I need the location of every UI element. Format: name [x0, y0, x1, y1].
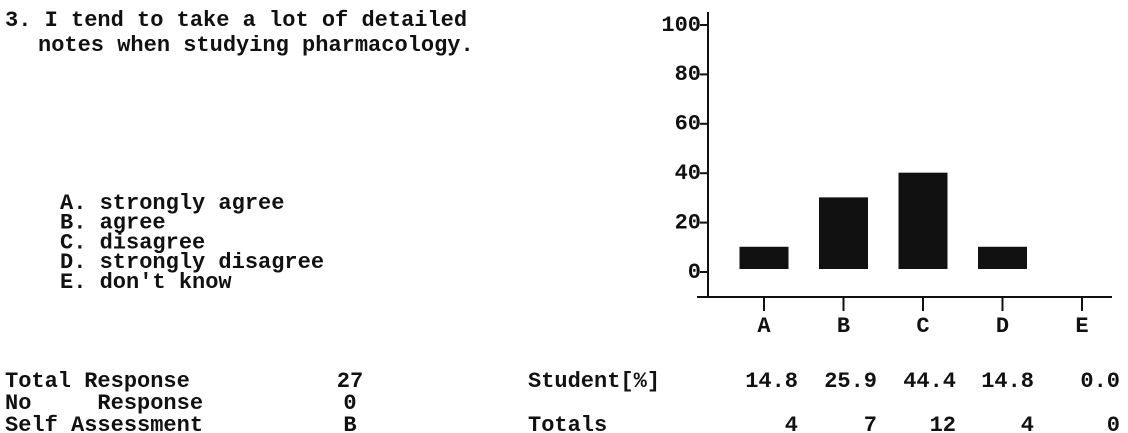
stat-value: 0 [343, 391, 356, 416]
stat-value: B [343, 413, 356, 433]
stat-label: Total Response [5, 369, 190, 394]
row-label: Totals [528, 413, 607, 433]
cell: 44.4 [903, 369, 956, 394]
cell: 4 [785, 413, 798, 433]
y-tick-label: 80 [675, 62, 701, 87]
bar [739, 246, 789, 270]
y-tick-label: 60 [675, 112, 701, 137]
question-line: 3. I tend to take a lot of detailed [5, 8, 467, 33]
option: B. agree [60, 211, 166, 236]
bar [898, 172, 948, 270]
cell: 0 [1107, 413, 1120, 433]
option: A. strongly agree [60, 191, 284, 216]
y-tick-label: 40 [675, 161, 701, 186]
bar [819, 197, 868, 270]
row-label: Student[%] [528, 369, 660, 394]
cell: 7 [864, 413, 877, 433]
stat-label: Self Assessment [5, 413, 203, 433]
option: E. don't know [60, 270, 232, 295]
question-line: notes when studying pharmacology. [38, 33, 474, 58]
option: D. strongly disagree [60, 250, 324, 275]
cell: 4 [1021, 413, 1034, 433]
option: C. disagree [60, 230, 205, 255]
y-tick-label: 20 [675, 210, 701, 235]
y-tick-label: 0 [688, 260, 701, 285]
x-tick-label: B [837, 314, 850, 339]
x-tick-label: E [1075, 314, 1088, 339]
cell: 25.9 [824, 369, 877, 394]
cell: 14.8 [745, 369, 798, 394]
cell: 12 [930, 413, 956, 433]
cell: 14.8 [981, 369, 1034, 394]
bar [978, 246, 1027, 270]
stat-label: No Response [5, 391, 203, 416]
stat-value: 27 [337, 369, 363, 394]
y-tick-label: 100 [661, 13, 701, 38]
x-tick-label: D [996, 314, 1009, 339]
cell: 0.0 [1080, 369, 1120, 394]
x-tick-label: A [757, 314, 771, 339]
x-tick-label: C [916, 314, 929, 339]
